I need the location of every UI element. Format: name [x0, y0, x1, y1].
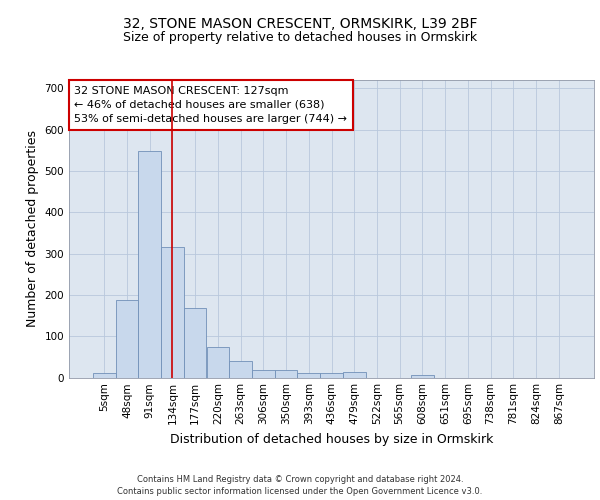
Bar [275, 370, 298, 378]
Bar [184, 308, 206, 378]
Text: Contains HM Land Registry data © Crown copyright and database right 2024.
Contai: Contains HM Land Registry data © Crown c… [118, 474, 482, 496]
Bar [298, 372, 320, 378]
Bar [343, 372, 365, 378]
Bar [93, 374, 116, 378]
Bar [206, 346, 229, 378]
Bar [252, 370, 275, 378]
X-axis label: Distribution of detached houses by size in Ormskirk: Distribution of detached houses by size … [170, 433, 493, 446]
Text: Size of property relative to detached houses in Ormskirk: Size of property relative to detached ho… [123, 31, 477, 44]
Bar [161, 248, 184, 378]
Bar [320, 372, 343, 378]
Bar [229, 361, 252, 378]
Text: 32, STONE MASON CRESCENT, ORMSKIRK, L39 2BF: 32, STONE MASON CRESCENT, ORMSKIRK, L39 … [123, 18, 477, 32]
Y-axis label: Number of detached properties: Number of detached properties [26, 130, 39, 327]
Text: 32 STONE MASON CRESCENT: 127sqm
← 46% of detached houses are smaller (638)
53% o: 32 STONE MASON CRESCENT: 127sqm ← 46% of… [74, 86, 347, 124]
Bar [139, 151, 161, 378]
Bar [411, 375, 434, 378]
Bar [116, 300, 139, 378]
